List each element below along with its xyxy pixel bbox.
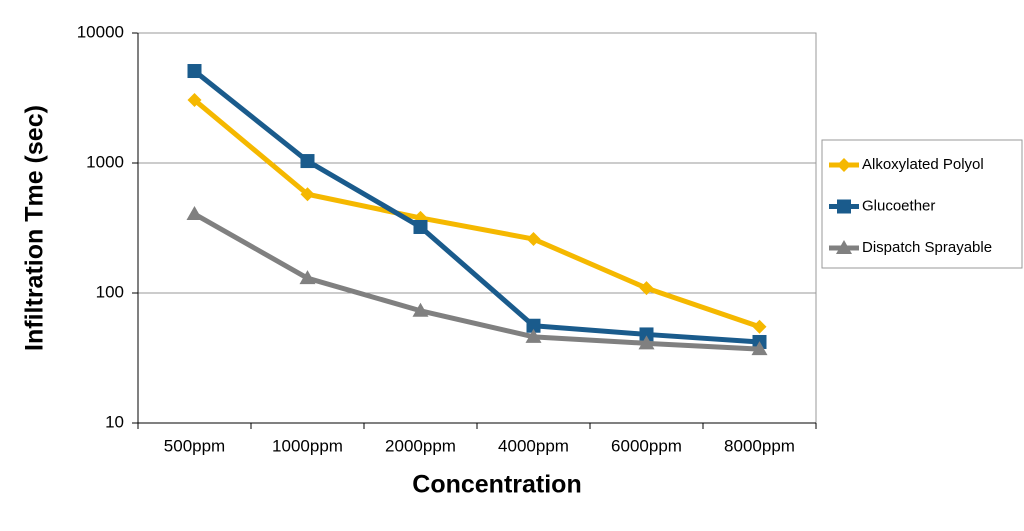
data-point xyxy=(639,281,654,296)
data-point xyxy=(525,328,542,343)
data-point xyxy=(751,341,768,356)
legend-marker xyxy=(836,240,852,254)
data-point xyxy=(638,335,655,350)
data-point xyxy=(413,219,428,234)
data-point xyxy=(300,154,315,169)
legend-marker xyxy=(837,199,851,214)
data-point xyxy=(412,302,429,317)
y-tick-label: 10000 xyxy=(77,22,124,41)
x-tick-label: 4000ppm xyxy=(498,436,569,455)
x-tick-label: 500ppm xyxy=(164,436,225,455)
data-point xyxy=(300,187,315,202)
data-point xyxy=(187,64,202,79)
legend-label: Glucoether xyxy=(862,197,935,214)
data-point xyxy=(299,270,316,285)
y-tick-label: 1000 xyxy=(86,152,124,171)
x-axis-title: Concentration xyxy=(412,471,581,499)
data-point xyxy=(526,232,541,247)
data-point xyxy=(639,327,654,342)
legend-label: Dispatch Sprayable xyxy=(862,239,992,256)
series-line xyxy=(193,211,760,352)
y-tick-label: 10 xyxy=(105,412,124,431)
x-tick-label: 8000ppm xyxy=(724,436,795,455)
data-point xyxy=(752,319,767,334)
x-tick-label: 1000ppm xyxy=(272,436,343,455)
legend-marker xyxy=(837,158,851,172)
series-line xyxy=(192,98,761,330)
data-point xyxy=(186,206,203,221)
y-axis-title: Infiltration Tme (sec) xyxy=(21,105,49,351)
data-point xyxy=(187,93,202,108)
x-tick-label: 2000ppm xyxy=(385,436,456,455)
series-line xyxy=(192,69,760,345)
legend-label: Alkoxylated Polyol xyxy=(862,156,984,173)
data-point xyxy=(526,318,541,333)
x-tick-label: 6000ppm xyxy=(611,436,682,455)
y-tick-label: 100 xyxy=(96,282,124,301)
